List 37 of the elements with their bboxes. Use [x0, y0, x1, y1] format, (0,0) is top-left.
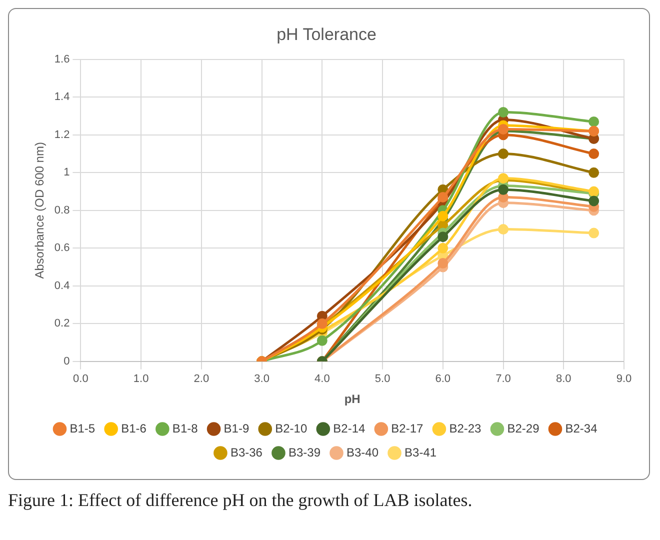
y-axis-title: Absorbance (OD 600 nm) — [32, 142, 47, 279]
legend-label: B2-14 — [333, 421, 366, 436]
legend-label: B3-36 — [230, 445, 263, 460]
legend-label: B3-40 — [346, 445, 379, 460]
x-tick-label: 5.0 — [374, 373, 390, 386]
legend-label: B1-6 — [121, 421, 147, 436]
legend-label: B1-8 — [172, 421, 198, 436]
y-tick-label: 0.6 — [54, 242, 70, 254]
legend-label: B2-29 — [507, 421, 540, 436]
y-tick-label: 0.2 — [54, 318, 70, 330]
x-tick-label: 1.0 — [133, 373, 149, 386]
legend-label: B1-9 — [224, 421, 250, 436]
x-tick-label: 0.0 — [73, 373, 88, 386]
x-tick-label: 6.0 — [435, 373, 451, 386]
legend-label: B1-5 — [70, 421, 96, 436]
y-tick-label: 1.2 — [54, 128, 70, 141]
legend-label: B2-17 — [391, 421, 424, 436]
y-tick-label: 0 — [64, 355, 70, 368]
y-tick-label: 0.4 — [54, 280, 70, 292]
y-tick-label: 1.6 — [54, 53, 70, 66]
x-tick-label: 9.0 — [616, 373, 632, 386]
x-tick-label: 8.0 — [556, 373, 572, 386]
legend-label: B3-41 — [404, 445, 437, 460]
x-axis-title: pH — [344, 392, 360, 406]
chart-title: pH Tolerance — [276, 24, 376, 44]
y-tick-label: 1 — [64, 166, 70, 179]
x-tick-label: 2.0 — [194, 373, 210, 386]
x-tick-label: 4.0 — [314, 373, 330, 386]
y-tick-label: 1.4 — [54, 91, 70, 104]
x-tick-label: 3.0 — [254, 373, 270, 386]
legend-label: B2-10 — [275, 421, 308, 436]
caption: Figure 1: Effect of difference pH on the growth of LAB isolates. — [8, 490, 474, 511]
y-tick-label: 0.8 — [54, 204, 70, 216]
legend-label: B3-39 — [288, 445, 321, 460]
x-tick-label: 7.0 — [496, 373, 511, 386]
legend-label: B2-34 — [565, 421, 598, 436]
legend-label: B2-23 — [449, 421, 482, 436]
